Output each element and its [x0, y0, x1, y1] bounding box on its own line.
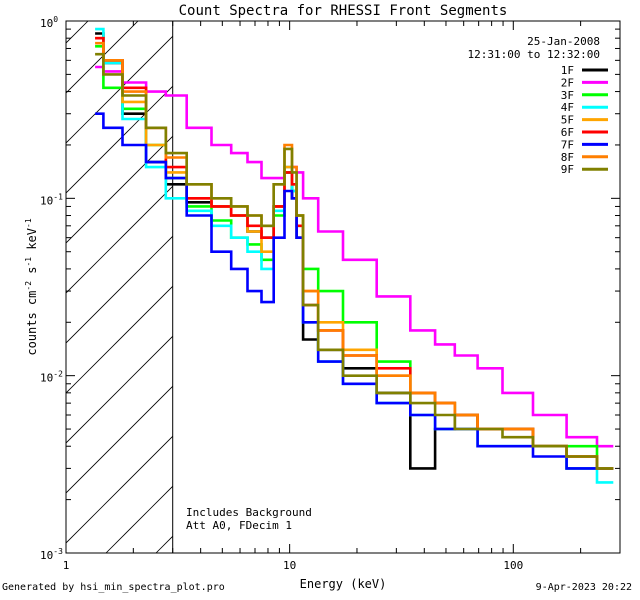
- y-axis-label: counts cm-2 s-1 keV-1: [24, 218, 39, 355]
- hatch-line: [66, 185, 173, 294]
- legend-label-2f: 2F: [561, 76, 574, 89]
- hatch-line: [66, 235, 173, 344]
- legend-label-3f: 3F: [561, 89, 574, 102]
- series-8f: [95, 41, 614, 470]
- y-tick-label: 10-2: [40, 370, 63, 385]
- hatch-line: [206, 0, 640, 553]
- annotation-attenuator: Att A0, FDecim 1: [186, 519, 292, 532]
- axes-group: 1 10 100 10-3 10-2 10-1 100: [40, 15, 621, 572]
- hatch-line: [66, 21, 139, 94]
- plot-frame: [65, 20, 621, 554]
- footer-generated-by: Generated by hsi_min_spectra_plot.pro: [2, 582, 225, 593]
- x-tick-label: 10: [283, 559, 296, 572]
- legend-label-1f: 1F: [561, 64, 574, 77]
- x-axis-label: Energy (keV): [300, 577, 387, 591]
- legend-label-4f: 4F: [561, 101, 574, 114]
- hatch-line: [66, 21, 89, 44]
- x-tick-label: 1: [63, 559, 70, 572]
- series-group: [95, 27, 614, 484]
- header-time-range: 12:31:00 to 12:32:00: [468, 48, 600, 61]
- series-9f: [95, 52, 614, 470]
- legend-label-8f: 8F: [561, 151, 574, 164]
- background-hatch-region: [66, 0, 640, 553]
- legend-label-7f: 7F: [561, 138, 574, 151]
- legend-label-6f: 6F: [561, 126, 574, 139]
- y-tick-label: 100: [40, 15, 58, 30]
- y-tick-label: 10-1: [40, 192, 63, 207]
- legend-label-5f: 5F: [561, 114, 574, 127]
- x-tick-label: 100: [503, 559, 523, 572]
- chart-title: Count Spectra for RHESSI Front Segments: [179, 3, 508, 19]
- footer-timestamp: 9-Apr-2023 20:22: [535, 582, 632, 593]
- header-date: 25-Jan-2008: [527, 35, 600, 48]
- hatch-line: [66, 385, 173, 494]
- y-tick-label: 10-3: [40, 547, 63, 562]
- legend-label-9f: 9F: [561, 163, 574, 176]
- hatch-line: [66, 285, 173, 394]
- hatch-line: [66, 135, 173, 244]
- hatch-line: [66, 435, 173, 544]
- hatch-line: [66, 335, 173, 444]
- annotation-background: Includes Background: [186, 506, 312, 519]
